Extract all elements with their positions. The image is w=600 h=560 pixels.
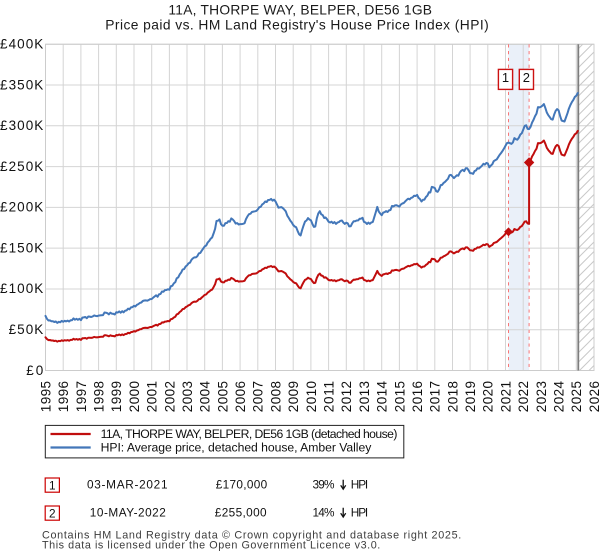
svg-text:2014: 2014 [375, 381, 390, 413]
svg-text:Price paid vs. HM Land Registr: Price paid vs. HM Land Registry's House … [105, 18, 488, 33]
svg-text:2024: 2024 [552, 381, 567, 413]
svg-text:2017: 2017 [428, 381, 443, 412]
svg-text:HPI: HPI [351, 478, 368, 492]
svg-text:11A, THORPE WAY, BELPER, DE56: 11A, THORPE WAY, BELPER, DE56 1GB (detac… [101, 427, 398, 441]
svg-text:£50K: £50K [9, 322, 44, 337]
svg-text:1997: 1997 [74, 381, 89, 412]
svg-text:2003: 2003 [180, 381, 195, 412]
svg-text:HPI: HPI [351, 506, 368, 520]
svg-text:2010: 2010 [304, 381, 319, 412]
svg-text:£170,000: £170,000 [216, 478, 268, 492]
svg-text:1995: 1995 [38, 381, 53, 412]
svg-text:2019: 2019 [463, 381, 478, 412]
svg-text:11A, THORPE WAY, BELPER, DE56: 11A, THORPE WAY, BELPER, DE56 1GB [168, 3, 432, 18]
svg-text:2008: 2008 [268, 381, 283, 412]
svg-text:1996: 1996 [56, 381, 71, 412]
svg-text:2023: 2023 [534, 381, 549, 412]
svg-text:£150K: £150K [0, 241, 43, 256]
svg-text:Contains HM Land Registry data: Contains HM Land Registry data © Crown c… [42, 530, 461, 542]
svg-text:2022: 2022 [516, 381, 531, 412]
svg-text:£0: £0 [26, 363, 43, 378]
svg-text:39%: 39% [313, 478, 336, 492]
svg-text:2011: 2011 [322, 381, 337, 412]
svg-text:1: 1 [502, 70, 509, 85]
svg-text:2021: 2021 [498, 381, 513, 412]
svg-text:03-MAR-2021: 03-MAR-2021 [87, 478, 168, 492]
svg-text:£250K: £250K [0, 159, 43, 174]
svg-text:HPI: Average price, detached h: HPI: Average price, detached house, Ambe… [101, 441, 373, 455]
svg-text:2012: 2012 [339, 381, 354, 412]
svg-text:2000: 2000 [127, 381, 142, 412]
svg-text:2018: 2018 [445, 381, 460, 412]
svg-text:2001: 2001 [145, 381, 160, 412]
svg-text:1999: 1999 [109, 381, 124, 412]
svg-text:1: 1 [49, 478, 56, 492]
svg-text:14%: 14% [313, 506, 336, 520]
svg-text:2005: 2005 [215, 381, 230, 412]
svg-text:2026: 2026 [587, 381, 600, 412]
svg-text:2016: 2016 [410, 381, 425, 412]
svg-text:2013: 2013 [357, 381, 372, 412]
svg-text:2006: 2006 [233, 381, 248, 412]
svg-text:£400K: £400K [0, 37, 43, 52]
svg-text:2002: 2002 [162, 381, 177, 412]
svg-text:2015: 2015 [392, 381, 407, 412]
svg-text:£350K: £350K [0, 77, 43, 92]
svg-text:This data is licensed under th: This data is licensed under the Open Gov… [42, 540, 380, 552]
svg-text:2: 2 [49, 506, 56, 520]
svg-text:2007: 2007 [251, 381, 266, 412]
svg-text:2025: 2025 [569, 381, 584, 412]
svg-text:£300K: £300K [0, 118, 43, 133]
svg-text:£255,000: £255,000 [215, 506, 267, 520]
svg-text:1998: 1998 [92, 381, 107, 412]
svg-text:£200K: £200K [0, 200, 43, 215]
svg-text:2004: 2004 [198, 381, 213, 413]
svg-text:2020: 2020 [481, 381, 496, 412]
svg-text:2009: 2009 [286, 381, 301, 412]
svg-text:10-MAY-2022: 10-MAY-2022 [90, 506, 166, 520]
svg-text:2: 2 [523, 70, 530, 85]
svg-text:£100K: £100K [0, 281, 43, 296]
